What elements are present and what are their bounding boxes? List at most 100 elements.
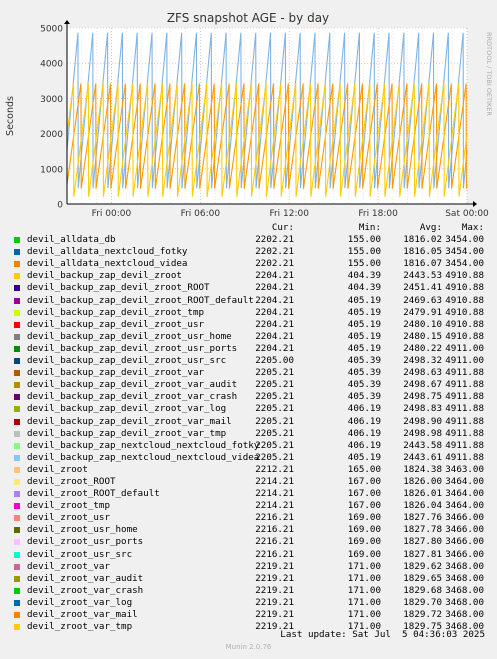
legend-avg-value: 2498.32 (403, 355, 442, 367)
x-tick-label: Fri 06:00 (181, 209, 221, 219)
legend-series-name: devil_alldata_nextcloud_fotky (27, 246, 188, 258)
x-tick-label: Sat 00:00 (445, 209, 489, 219)
legend-min-value: 171.00 (347, 596, 381, 608)
y-axis-label: Seconds (5, 96, 16, 136)
legend-cur-value: 2205.21 (255, 391, 294, 403)
legend-max-value: 4910.88 (445, 294, 484, 306)
legend-min-value: 171.00 (347, 584, 381, 596)
legend-avg-value: 2498.67 (403, 379, 442, 391)
legend-cur-value: 2205.00 (255, 355, 294, 367)
legend-swatch (14, 503, 20, 510)
legend-min-value: 167.00 (347, 475, 381, 487)
legend-max-value: 3466.00 (445, 548, 484, 560)
legend-avg-value: 1829.70 (403, 596, 442, 608)
legend-swatch (14, 345, 20, 352)
legend-series-name: devil_zroot_var_log (27, 596, 133, 608)
legend-avg-value: 1827.78 (403, 524, 442, 536)
legend-max-value: 4911.88 (445, 427, 484, 439)
legend-cur-value: 2205.21 (255, 427, 294, 439)
legend-row: devil_zroot_usr_ports 2216.21 169.00 1827.8… (14, 536, 484, 548)
legend-cur-value: 2202.21 (255, 246, 294, 258)
legend-max-value: 3466.00 (445, 512, 484, 524)
legend-avg-value: 2498.83 (403, 403, 442, 415)
legend-series-name: devil_zroot_var_crash (27, 584, 144, 596)
legend-max-value: 3464.00 (445, 475, 484, 487)
legend-cur-value: 2205.21 (255, 451, 294, 463)
legend-max-value: 3468.00 (445, 621, 484, 633)
legend-swatch (14, 454, 20, 461)
legend-avg-value: 1816.05 (403, 246, 442, 258)
legend-series-name: devil_backup_zap_devil_zroot_var_log (27, 403, 227, 415)
legend-avg-value: 2498.75 (403, 391, 442, 403)
legend-header: Cur: Min: Avg: Max: (14, 222, 484, 234)
x-tick-label: Fri 18:00 (358, 209, 398, 219)
legend-min-value: 406.19 (347, 427, 381, 439)
legend-row: devil_backup_zap_devil_zroot 2204.21 404.3… (14, 270, 484, 282)
legend-row: devil_backup_zap_devil_zroot_usr_home 220… (14, 331, 484, 343)
rrdtool-credit: RRDTOOL / TOBI OETIKER (485, 32, 493, 116)
legend-swatch (14, 333, 20, 340)
legend-series-name: devil_zroot_var (27, 560, 110, 572)
legend-row: devil_backup_zap_devil_zroot_tmp 2204.21 4… (14, 307, 484, 319)
legend-cur-value: 2204.21 (255, 342, 294, 354)
header-cur: Cur: (271, 222, 294, 233)
legend-swatch (14, 394, 20, 401)
legend-min-value: 169.00 (347, 512, 381, 524)
legend-cur-value: 2216.21 (255, 548, 294, 560)
legend-max-value: 3464.00 (445, 488, 484, 500)
legend-avg-value: 2480.22 (403, 342, 442, 354)
legend-max-value: 4911.88 (445, 415, 484, 427)
legend-series-name: devil_zroot_usr_home (27, 524, 138, 536)
legend-avg-value: 1816.07 (403, 258, 442, 270)
legend-avg-value: 1824.38 (403, 463, 442, 475)
legend-min-value: 406.19 (347, 439, 381, 451)
legend-min-value: 171.00 (347, 621, 381, 633)
legend-min-value: 169.00 (347, 536, 381, 548)
legend-avg-value: 2498.63 (403, 367, 442, 379)
header-min: Min: (358, 222, 381, 233)
legend-row: devil_backup_zap_devil_zroot_var_tmp 2205… (14, 428, 484, 440)
legend-max-value: 4911.88 (445, 391, 484, 403)
legend-max-value: 3463.00 (445, 463, 484, 475)
legend-avg-value: 2443.58 (403, 439, 442, 451)
legend-swatch (14, 309, 20, 316)
legend-series-name: devil_alldata_nextcloud_videa (27, 258, 188, 270)
legend-avg-value: 2443.53 (403, 270, 442, 282)
legend-swatch (14, 249, 20, 256)
legend-series-name: devil_backup_zap_devil_zroot_var_audit (27, 379, 238, 391)
legend-series-name: devil_backup_zap_devil_zroot_usr_src (27, 355, 227, 367)
last-update-value: Sat Jul 5 04:36:03 2025 (352, 629, 485, 640)
legend-max-value: 4911.88 (445, 439, 484, 451)
legend-max-value: 4911.88 (445, 379, 484, 391)
legend-series-name: devil_alldata_db (27, 234, 116, 246)
legend-avg-value: 2479.91 (403, 306, 442, 318)
legend-row: devil_backup_zap_nextcloud_nextcloud_fot… (14, 440, 484, 452)
legend-swatch (14, 527, 20, 534)
legend-avg-value: 1827.76 (403, 512, 442, 524)
legend-series-name: devil_zroot (27, 463, 88, 475)
last-update: Last update: Sat Jul 5 04:36:03 2025 (280, 629, 485, 640)
last-update-label: Last update: (280, 629, 347, 640)
legend-min-value: 155.00 (347, 258, 381, 270)
legend-max-value: 3468.00 (445, 609, 484, 620)
legend-row: devil_alldata_db 2202.21 155.00 1816.02 3454… (14, 234, 484, 246)
legend-cur-value: 2204.21 (255, 270, 294, 282)
y-tick-label: 2000 (40, 130, 63, 140)
legend-cur-value: 2202.21 (255, 258, 294, 270)
legend-swatch (14, 370, 20, 377)
zfs-snapshot-age-chart: 0 1000 2000 3000 4000 5000 Fri 00:00 Fri 06:00 F… (5, 11, 493, 219)
legend-series-name: devil_zroot_var_mail (27, 609, 138, 620)
legend-row: devil_backup_zap_devil_zroot_var_audit 22… (14, 379, 484, 391)
legend-row: devil_backup_zap_devil_zroot_usr_src 2205… (14, 355, 484, 367)
legend-row: devil_zroot_var_mail 2219.21 171.00 1829.72… (14, 609, 484, 621)
legend-series-name: devil_zroot_tmp (27, 500, 110, 512)
legend-max-value: 3468.00 (445, 596, 484, 608)
legend-min-value: 405.19 (347, 330, 381, 342)
legend-row: devil_zroot_ROOT_default 2214.21 167.00 182… (14, 488, 484, 500)
legend-swatch (14, 491, 20, 498)
legend-cur-value: 2205.21 (255, 403, 294, 415)
legend-cur-value: 2214.21 (255, 475, 294, 487)
legend-max-value: 3466.00 (445, 536, 484, 548)
legend-rows: devil_alldata_db 2202.21 155.00 1816.02 3454… (14, 234, 484, 633)
legend-swatch (14, 297, 20, 304)
